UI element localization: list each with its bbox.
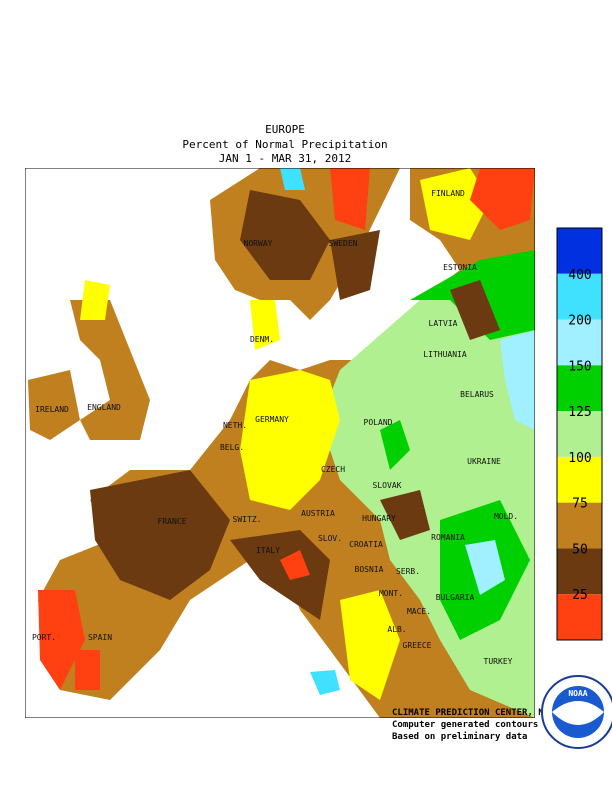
noaa-logo: NOAA <box>541 675 612 749</box>
map: NORWAY SWEDEN FINLAND ESTONIA LATVIA LITHUANI… <box>25 168 535 718</box>
legend-label: 25 <box>572 588 588 603</box>
country-label: ALB. <box>387 625 406 634</box>
country-label: SWEDEN <box>329 239 358 248</box>
period: JAN 1 - MAR 31, 2012 <box>219 152 351 165</box>
country-label: LATVIA <box>429 319 458 328</box>
country-label: SLOVAK <box>373 481 402 490</box>
country-label: IRELAND <box>35 405 69 414</box>
country-label: CROATIA <box>349 540 383 549</box>
country-label: PORT. <box>32 633 56 642</box>
legend-swatch <box>557 456 602 503</box>
legend-label: 50 <box>572 542 588 557</box>
legend-label: 100 <box>568 451 591 466</box>
country-label: CZECH <box>321 465 345 474</box>
logo-text: NOAA <box>568 689 587 698</box>
legend-label: 125 <box>568 405 591 420</box>
country-label: GREECE <box>403 641 432 650</box>
legend-label: 75 <box>572 497 588 512</box>
legend-swatch <box>557 502 602 549</box>
country-label: NORWAY <box>244 239 273 248</box>
country-label: MACE. <box>407 607 431 616</box>
legend: 400 200 150 125 100 75 50 25 <box>556 227 603 641</box>
country-label: BELARUS <box>460 390 494 399</box>
country-label: NETH. <box>223 421 247 430</box>
legend-swatch <box>557 228 602 274</box>
country-label: HUNGARY <box>362 514 396 523</box>
country-label: SLOV. <box>318 534 342 543</box>
legend-label: 400 <box>568 268 591 283</box>
legend-swatch <box>557 411 602 457</box>
legend-frame <box>556 227 603 641</box>
country-label: LITHUANIA <box>423 350 467 359</box>
country-label: SWITZ. <box>233 515 262 524</box>
country-label: AUSTRIA <box>301 509 335 518</box>
country-label: ENGLAND <box>87 403 121 412</box>
country-label: UKRAINE <box>467 457 501 466</box>
country-label: BOSNIA <box>355 565 384 574</box>
legend-label: 200 <box>568 314 591 329</box>
country-label: POLAND <box>364 418 393 427</box>
country-label: DENM. <box>250 335 274 344</box>
country-label: ITALY <box>256 546 280 555</box>
footer-line: Based on preliminary data <box>392 731 527 742</box>
country-label: ESTONIA <box>443 263 477 272</box>
title: EUROPE <box>265 123 305 136</box>
legend-swatch <box>557 594 602 640</box>
country-label: TURKEY <box>484 657 513 666</box>
legend-swatch <box>557 319 602 366</box>
country-label: GERMANY <box>255 415 289 424</box>
footer-line: CLIMATE PREDICTION CENTER, NOAA <box>392 708 561 718</box>
country-label: BELG. <box>220 443 244 452</box>
legend-swatch <box>557 548 602 595</box>
footer-line: Computer generated contours <box>392 720 538 730</box>
subtitle: Percent of Normal Precipitation <box>182 138 387 151</box>
legend-label: 150 <box>568 359 591 374</box>
legend-swatch <box>557 273 602 320</box>
country-label: FRANCE <box>158 517 187 526</box>
country-label: SERB. <box>396 567 420 576</box>
country-label: BULGARIA <box>436 593 475 602</box>
country-label: MONT. <box>379 589 403 598</box>
country-label: SPAIN <box>88 633 112 642</box>
country-label: ROMANIA <box>431 533 465 542</box>
legend-swatch <box>557 365 602 412</box>
country-label: MOLD. <box>494 512 518 521</box>
country-label: FINLAND <box>431 189 465 198</box>
